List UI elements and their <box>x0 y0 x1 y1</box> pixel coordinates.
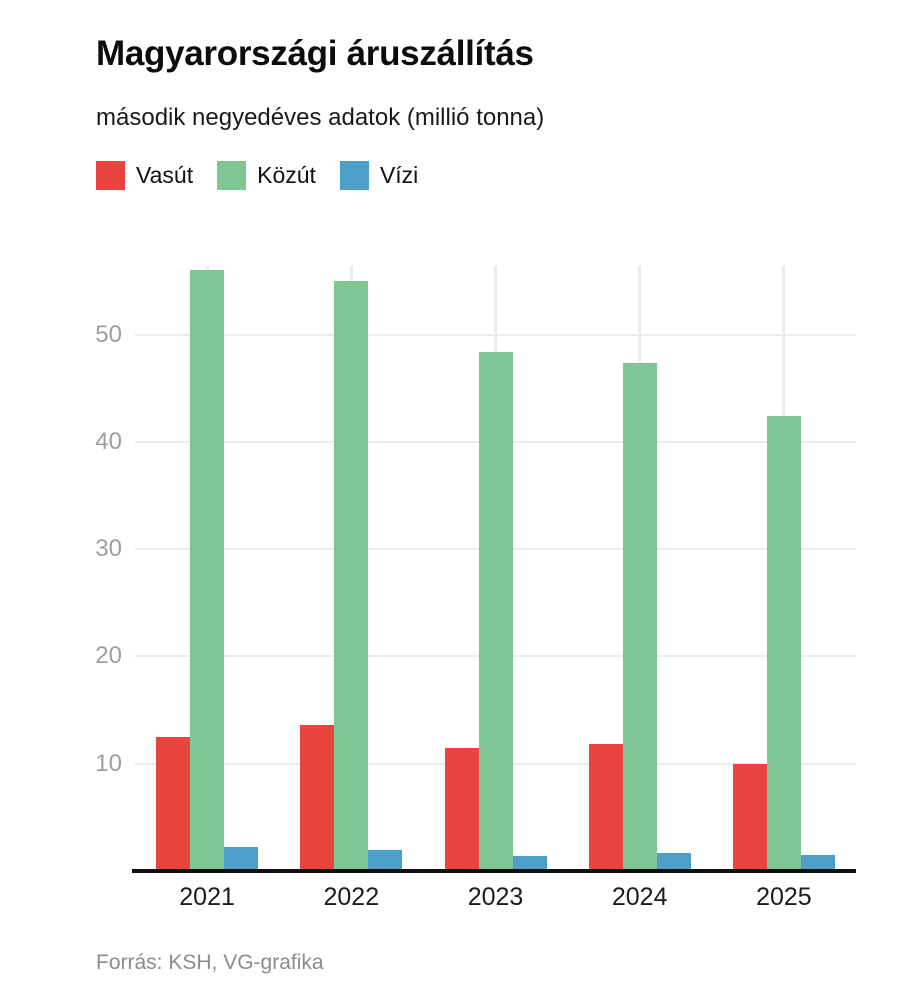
source-note: Forrás: KSH, VG-grafika <box>96 951 324 974</box>
x-axis-line <box>132 869 856 873</box>
x-axis-tick-label: 2024 <box>611 883 668 911</box>
bar-közút-2023 <box>478 352 513 871</box>
legend-item-vasút: Vasút <box>96 161 193 190</box>
x-axis-tick-label: 2023 <box>467 883 524 911</box>
bar-vasút-2025 <box>732 764 767 871</box>
bar-vízi-2021 <box>224 847 259 871</box>
y-axis-tick-label: 20 <box>95 642 122 670</box>
bar-vasút-2023 <box>444 748 479 871</box>
legend-swatch <box>96 161 125 190</box>
bar-közút-2025 <box>766 416 801 871</box>
chart-subtitle: második negyedéves adatok (millió tonna) <box>96 104 545 131</box>
bar-vasút-2024 <box>588 744 623 871</box>
chart-title: Magyarországi áruszállítás <box>96 34 534 73</box>
x-axis-tick-label: 2022 <box>323 883 380 911</box>
bar-vízi-2024 <box>656 853 691 871</box>
y-axis-tick-label: 30 <box>95 535 122 563</box>
bar-közút-2022 <box>334 281 369 871</box>
y-axis-tick-label: 10 <box>95 749 122 777</box>
bar-vízi-2022 <box>368 850 403 871</box>
bar-chart-plot-area: 10 20 30 40 50 2021 2022 2023 2024 2025 <box>95 266 856 911</box>
legend-swatch <box>339 161 369 190</box>
bar-vasút-2021 <box>156 737 191 871</box>
legend-label: Vízi <box>379 162 419 188</box>
y-axis-tick-label: 40 <box>95 427 122 455</box>
bar-közút-2021 <box>190 270 225 871</box>
x-axis-tick-label: 2025 <box>756 883 812 911</box>
legend-label: Vasút <box>136 162 194 188</box>
bar-vízi-2025 <box>800 855 835 871</box>
legend-item-vízi: Vízi <box>339 161 419 190</box>
x-axis-tick-label: 2021 <box>179 883 235 911</box>
legend-swatch <box>217 161 247 190</box>
legend: Vasút Közút Vízi <box>96 161 418 190</box>
bar-vasút-2022 <box>300 725 335 871</box>
y-axis-tick-label: 50 <box>95 320 122 348</box>
bar-közút-2024 <box>622 363 657 871</box>
legend-label: Közút <box>257 162 316 188</box>
bar-vízi-2023 <box>512 856 547 871</box>
legend-item-közút: Közút <box>217 161 316 190</box>
